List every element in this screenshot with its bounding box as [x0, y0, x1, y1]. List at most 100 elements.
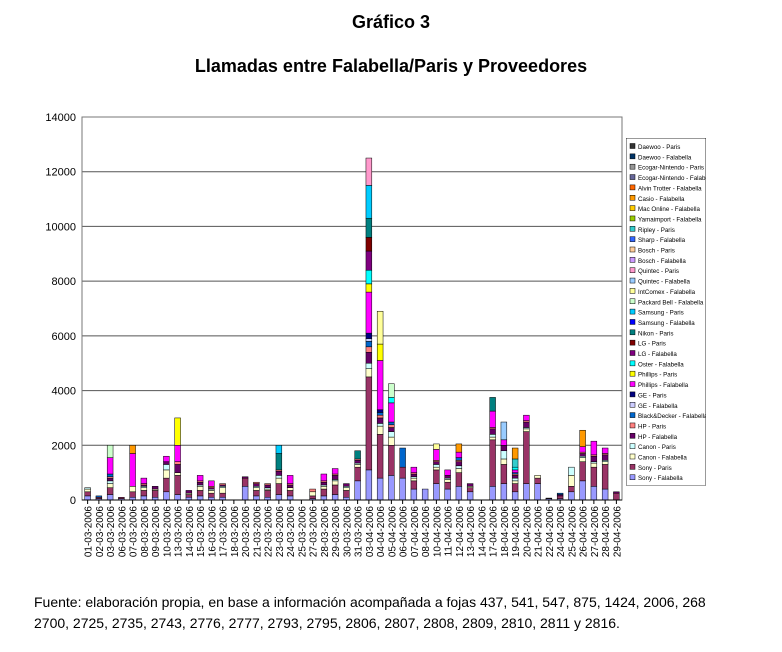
bar-segment: [511, 469, 519, 473]
bar-segment: [556, 495, 564, 499]
bar-segment: [433, 469, 440, 484]
legend-item: Sony - Paris: [629, 464, 672, 472]
legend-label: Yamaimport - Falabella: [638, 216, 702, 223]
bar-segment: [365, 185, 373, 219]
x-tick-label: 25-03-2006: [297, 506, 308, 558]
legend-item: Canon - Falabella: [629, 453, 687, 462]
legend-label: Sony - Paris: [638, 465, 672, 472]
legend-swatch: [629, 412, 636, 418]
bar-segment: [376, 434, 384, 479]
legend-item: LG - Falabella: [629, 350, 677, 358]
bar-segment: [500, 450, 508, 460]
bar-segment: [511, 466, 519, 471]
bar-segment: [601, 447, 609, 454]
bar-segment: [523, 431, 530, 484]
bar-stack: [219, 483, 226, 501]
bar-segment: [579, 453, 586, 457]
bar-segment: [590, 466, 598, 487]
bar-segment: [129, 453, 136, 487]
bar-segment: [174, 417, 181, 446]
bar-segment: [185, 490, 193, 494]
bar-segment: [140, 495, 148, 501]
bar-stack: [568, 466, 575, 501]
legend-swatch: [629, 143, 636, 149]
legend-label: Bosch - Paris: [638, 248, 675, 255]
legend-label: Casio - Falabella: [638, 196, 685, 203]
legend-item: Daewoo - Falabella: [629, 153, 692, 161]
bar-segment: [511, 458, 519, 468]
legend-swatch: [629, 422, 636, 429]
bar-segment: [84, 488, 91, 493]
bar-segment: [579, 429, 586, 447]
x-tick-label: 22-04-2006: [545, 506, 556, 558]
x-tick-label: 27-04-2006: [590, 506, 601, 558]
bar-segment: [500, 458, 508, 465]
x-tick-label: 23-03-2006: [275, 506, 286, 558]
bar-segment: [399, 477, 406, 501]
bar-segment: [354, 466, 361, 482]
x-tick-label: 21-04-2006: [534, 506, 545, 558]
x-tick-label: 28-03-2006: [320, 506, 331, 558]
bar-segment: [511, 477, 519, 482]
bar-segment: [354, 464, 361, 468]
bar-segment: [399, 466, 406, 479]
x-tick-label: 16-03-2006: [207, 506, 218, 558]
bar-stack: [140, 477, 148, 501]
legend-label: GE - Paris: [638, 392, 667, 399]
bar-segment: [106, 457, 114, 475]
x-tick-label: 26-04-2006: [579, 506, 590, 558]
bar-segment: [601, 454, 609, 461]
bar-segment: [253, 490, 260, 497]
bar-segment: [388, 475, 395, 501]
bar-segment: [376, 310, 384, 345]
bar-segment: [196, 486, 204, 491]
bar-segment: [196, 481, 204, 486]
bar-stack: [163, 455, 170, 501]
legend-label: Daewoo - Falabella: [638, 154, 692, 161]
y-tick-label: 12000: [45, 167, 76, 179]
bar-segment: [365, 346, 373, 353]
legend-swatch: [629, 308, 636, 315]
bar-segment: [376, 343, 384, 361]
source-caption: Fuente: elaboración propia, en base a in…: [34, 592, 774, 634]
legend-item: Casio - Falabella: [629, 195, 685, 203]
x-tick-label: 09-03-2006: [151, 506, 162, 558]
bar-segment: [556, 492, 564, 495]
bar-segment: [489, 410, 496, 428]
bar-segment: [106, 477, 114, 482]
bar-segment: [264, 483, 271, 486]
bar-segment: [286, 490, 294, 497]
legend-item: Ecogar-Nintendo - Falabella: [629, 174, 706, 182]
bar-segment: [376, 425, 384, 435]
bar-segment: [500, 483, 508, 501]
bar-segment: [163, 464, 170, 471]
bar-segment: [331, 468, 339, 475]
bar-segment: [365, 217, 373, 238]
bar-segment: [208, 490, 215, 494]
bar-stack: [399, 447, 406, 501]
legend-item: Alvin Trotter - Falabella: [629, 184, 702, 192]
legend-item: Samsung - Paris: [629, 308, 684, 317]
x-tick-label: 10-03-2006: [162, 506, 173, 558]
plot-area: [81, 116, 623, 501]
bar-segment: [208, 492, 215, 498]
legend-label: Samsung - Falabella: [638, 320, 695, 327]
legend-swatch: [629, 339, 636, 346]
bar-stack: [264, 483, 271, 501]
bar-segment: [388, 397, 395, 404]
legend-label: LG - Falabella: [638, 351, 677, 358]
x-tick-label: 20-04-2006: [522, 506, 533, 558]
x-tick-label: 01-03-2006: [84, 506, 95, 558]
bar-segment: [309, 491, 316, 497]
bar-stack: [376, 310, 384, 501]
legend-item: Black&Decker - Falabella: [629, 412, 706, 420]
bar-stack: [511, 447, 519, 501]
bar-segment: [253, 487, 260, 491]
bar-segment: [376, 414, 384, 419]
bar-segment: [219, 487, 226, 494]
bar-segment: [196, 475, 204, 482]
bar-segment: [174, 464, 181, 473]
bar-segment: [241, 477, 249, 487]
bar-segment: [388, 421, 395, 426]
bar-segment: [489, 439, 496, 487]
